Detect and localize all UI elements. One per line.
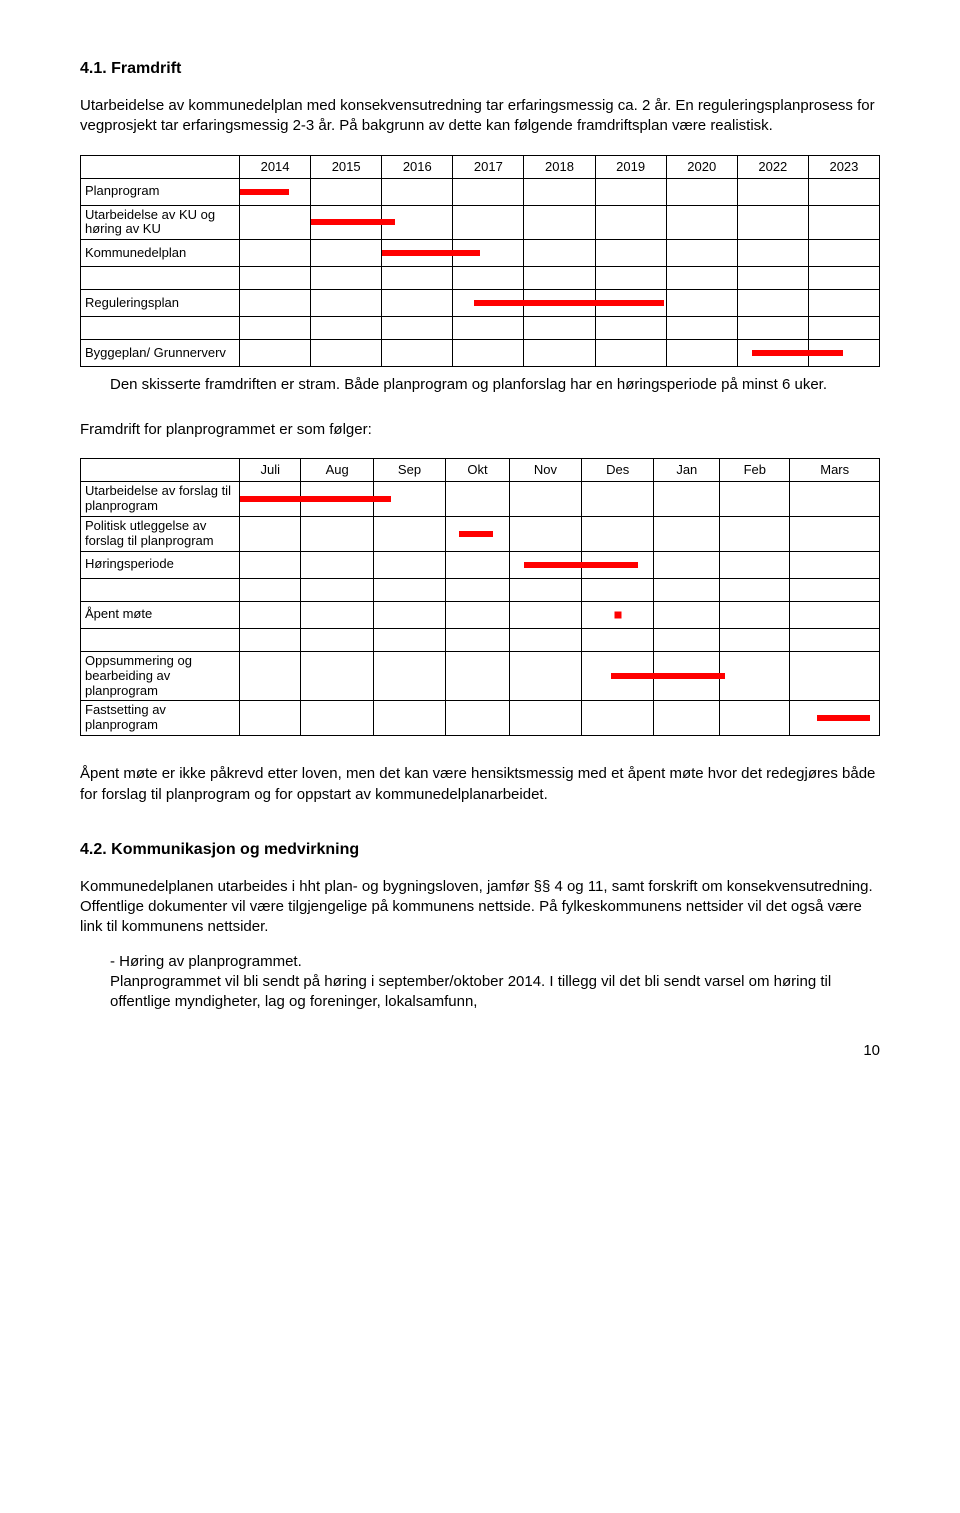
gantt1-row-byggeplan: Byggeplan/ Grunnerverv	[81, 340, 880, 367]
para-intro: Utarbeidelse av kommunedelplan med konse…	[80, 96, 880, 137]
gantt1-row-reguleringsplan: Reguleringsplan	[81, 290, 880, 317]
gantt2-row-apent: Åpent møte	[81, 601, 880, 628]
gantt2-row-horing: Høringsperiode	[81, 551, 880, 578]
gantt1-row-planprogram: Planprogram	[81, 178, 880, 205]
gantt-table-2: Juli Aug Sep Okt Nov Des Jan Feb Mars Ut…	[80, 458, 880, 736]
gantt1-header-row: 2014 2015 2016 2017 2018 2019 2020 2022 …	[81, 155, 880, 178]
section-heading-42: 4.2. Kommunikasjon og medvirkning	[80, 841, 880, 859]
section-heading-41: 4.1. Framdrift	[80, 60, 880, 78]
gantt1-row-kommunedelplan: Kommunedelplan	[81, 240, 880, 267]
bullet-horing: Høring av planprogrammet. Planprogrammet…	[110, 952, 880, 1013]
gantt2-header-row: Juli Aug Sep Okt Nov Des Jan Feb Mars	[81, 458, 880, 481]
gantt2-row-politisk: Politisk utleggelse av forslag til planp…	[81, 516, 880, 551]
gantt2-row-oppsummering: Oppsummering og bearbeiding av planprogr…	[81, 651, 880, 701]
para-after-gantt2: Åpent møte er ikke påkrevd etter loven, …	[80, 764, 880, 805]
para-mid: Den skisserte framdriften er stram. Både…	[110, 375, 880, 395]
para-42-intro: Kommunedelplanen utarbeides i hht plan- …	[80, 877, 880, 938]
gantt2-row-fastsetting: Fastsetting av planprogram	[81, 701, 880, 736]
para-mid2: Framdrift for planprogrammet er som følg…	[80, 420, 880, 440]
gantt1-row-ku: Utarbeidelse av KU og høring av KU	[81, 205, 880, 240]
gantt-table-1: 2014 2015 2016 2017 2018 2019 2020 2022 …	[80, 155, 880, 368]
gantt2-row-utarbeidelse: Utarbeidelse av forslag til planprogram	[81, 481, 880, 516]
bullet-list: Høring av planprogrammet. Planprogrammet…	[80, 952, 880, 1013]
page-number: 10	[80, 1042, 880, 1059]
